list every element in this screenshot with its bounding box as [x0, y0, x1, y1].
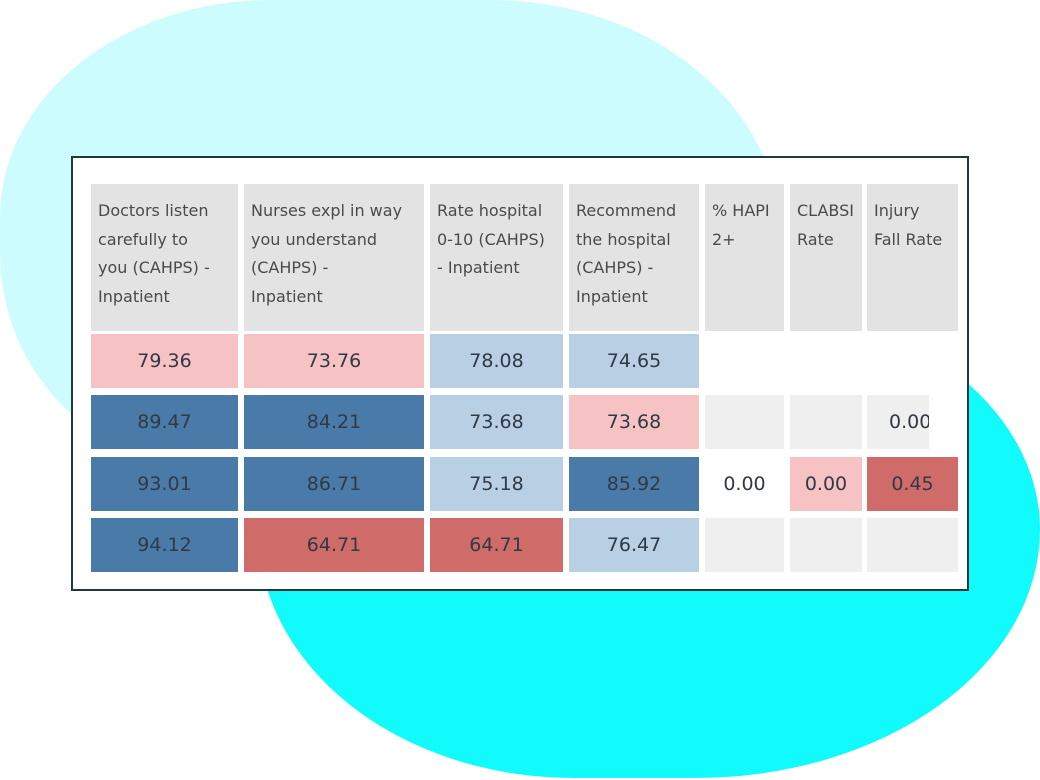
table-cell-injury-fall-rate-row4 [867, 518, 958, 572]
table-cell-injury-fall-rate-row1 [867, 334, 958, 388]
column-header-recommend-hospital[interactable]: Recommend the hospital (CAHPS) - Inpatie… [569, 184, 699, 331]
column-header-injury-fall-rate[interactable]: Injury Fall Rate [867, 184, 958, 331]
column-header-doctors-listen[interactable]: Doctors listen carefully to you (CAHPS) … [91, 184, 238, 331]
table-cell-hapi-row3: 0.00 [705, 457, 784, 511]
table-cell-nurses-explain-row2: 84.21 [244, 395, 424, 449]
column-header-rate-hospital[interactable]: Rate hospital 0-10 (CAHPS) - Inpatient [430, 184, 563, 331]
table-cell-rate-hospital-row4: 64.71 [430, 518, 563, 572]
table-cell-clabsi-rate-row4 [790, 518, 862, 572]
table-cell-recommend-hospital-row1: 74.65 [569, 334, 699, 388]
column-header-clabsi-rate[interactable]: CLABSI Rate [790, 184, 862, 331]
table-cell-hapi-row4 [705, 518, 784, 572]
table-cell-nurses-explain-row3: 86.71 [244, 457, 424, 511]
column-header-nurses-explain[interactable]: Nurses expl in way you understand (CAHPS… [244, 184, 424, 331]
table-cell-clabsi-rate-row1 [790, 334, 862, 388]
table-cell-recommend-hospital-row4: 76.47 [569, 518, 699, 572]
table-cell-rate-hospital-row3: 75.18 [430, 457, 563, 511]
table-cell-doctors-listen-row2: 89.47 [91, 395, 238, 449]
table-cell-nurses-explain-row1: 73.76 [244, 334, 424, 388]
table-cell-clabsi-rate-row3: 0.00 [790, 457, 862, 511]
table-cell-doctors-listen-row4: 94.12 [91, 518, 238, 572]
column-header-hapi[interactable]: % HAPI 2+ [705, 184, 784, 331]
scorecard-table-frame: Doctors listen carefully to you (CAHPS) … [71, 156, 969, 591]
table-cell-doctors-listen-row1: 79.36 [91, 334, 238, 388]
table-cell-recommend-hospital-row2: 73.68 [569, 395, 699, 449]
table-cell-nurses-explain-row4: 64.71 [244, 518, 424, 572]
table-cell-rate-hospital-row2: 73.68 [430, 395, 563, 449]
table-cell-clabsi-rate-row2 [790, 395, 862, 449]
table-cell-injury-fall-rate-row2: 0.00 [867, 395, 929, 449]
table-cell-hapi-row2 [705, 395, 784, 449]
table-cell-hapi-row1 [705, 334, 784, 388]
table-cell-doctors-listen-row3: 93.01 [91, 457, 238, 511]
table-cell-injury-fall-rate-row3: 0.45 [867, 457, 958, 511]
table-cell-recommend-hospital-row3: 85.92 [569, 457, 699, 511]
table-cell-rate-hospital-row1: 78.08 [430, 334, 563, 388]
